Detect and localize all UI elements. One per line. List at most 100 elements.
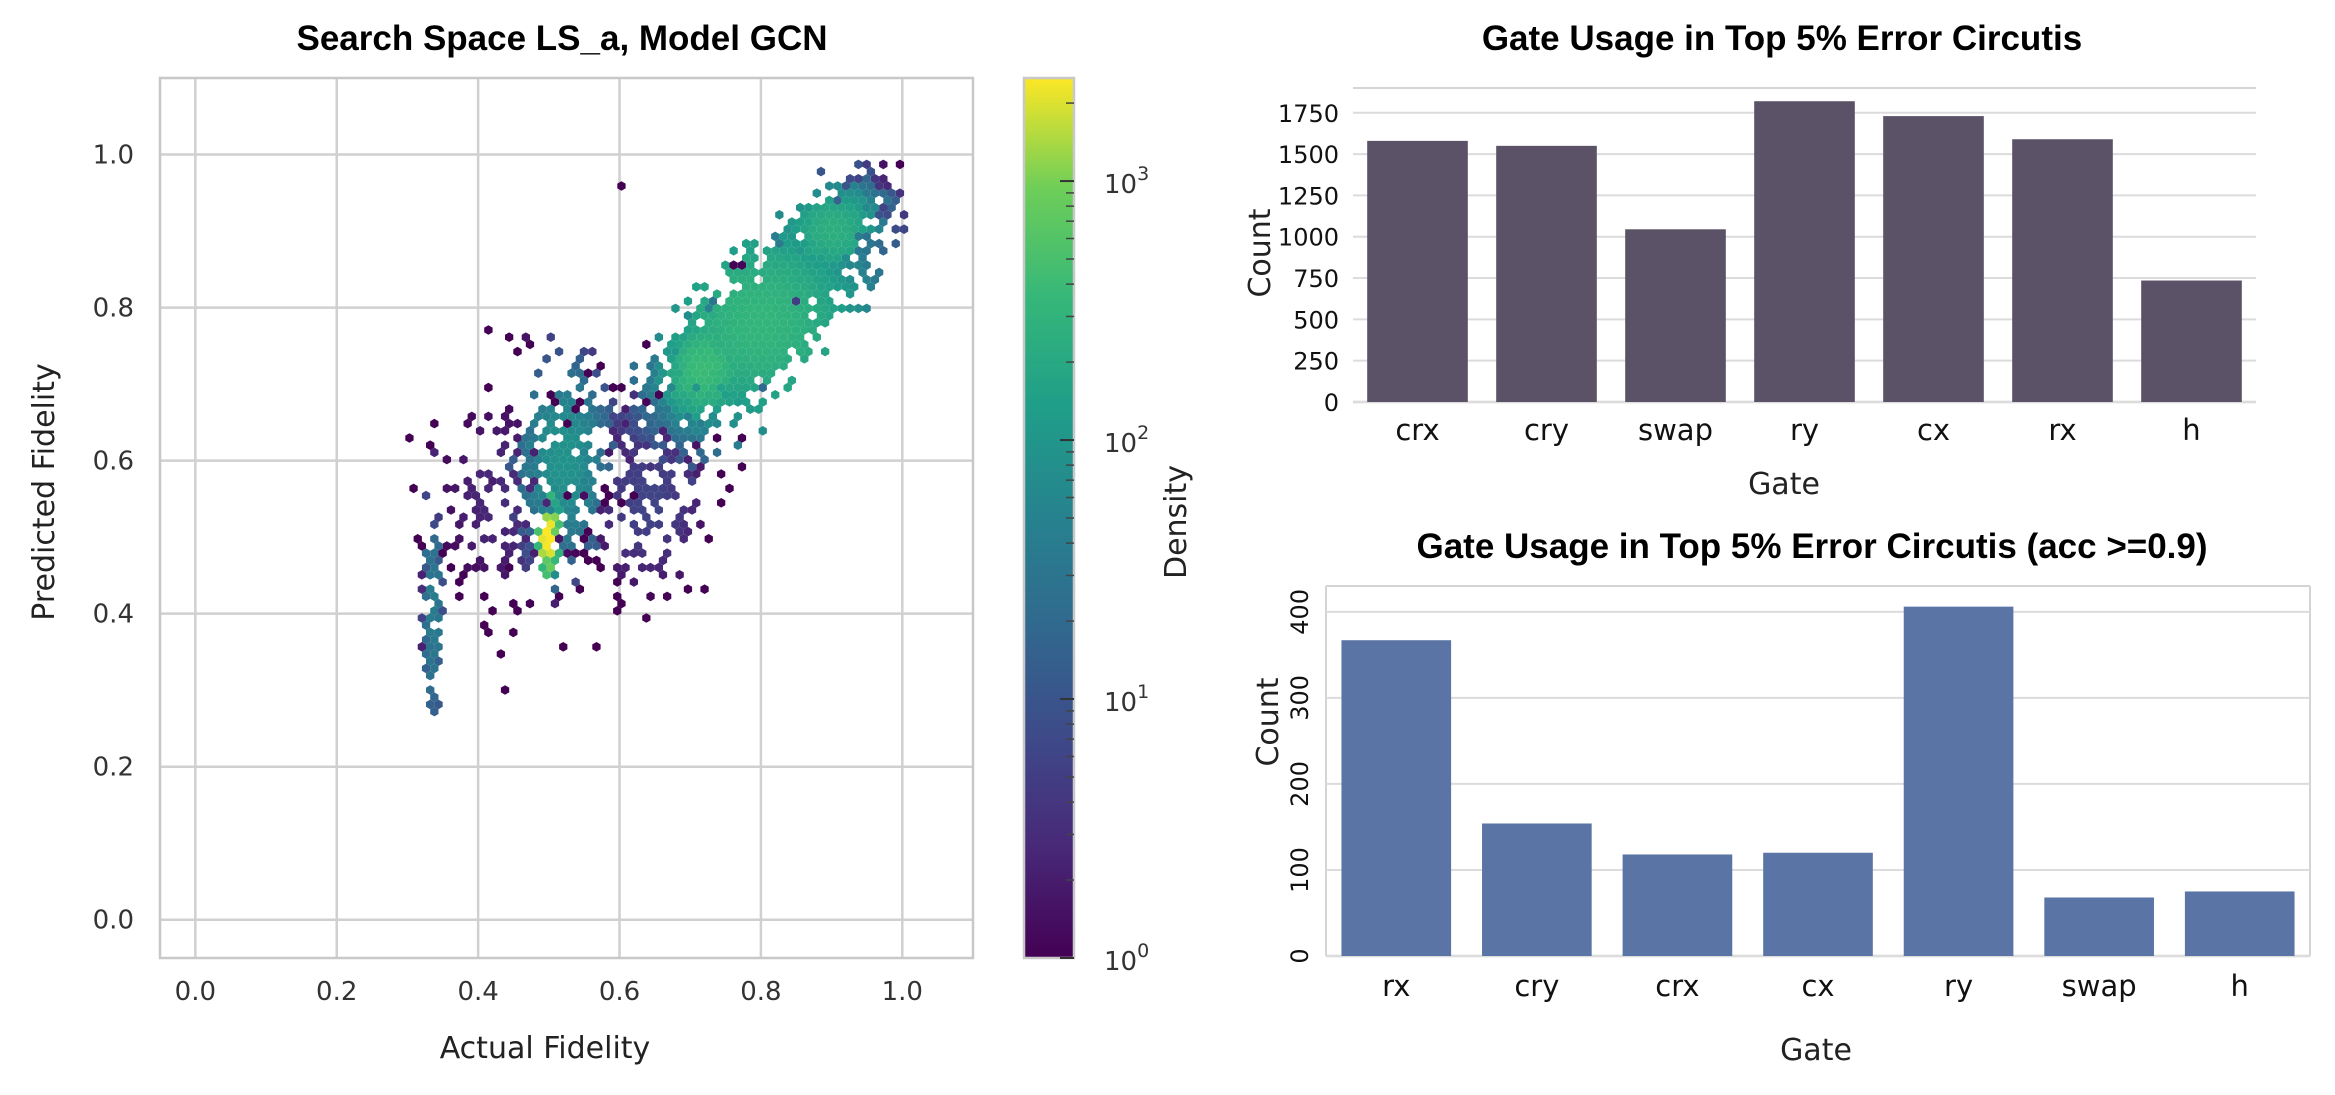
hexbin-cell bbox=[845, 274, 855, 285]
hexbin-cell bbox=[496, 447, 505, 458]
hexbin-cell bbox=[683, 584, 693, 594]
hexbin-cell bbox=[808, 238, 817, 249]
hexbin-cell bbox=[650, 354, 659, 364]
hexbin-cell bbox=[658, 368, 668, 378]
bar-top-x-axis-label: Gate bbox=[1748, 467, 1820, 502]
hexbin-cell bbox=[700, 382, 709, 393]
hexbin-cell bbox=[608, 440, 618, 450]
hexbin-cell bbox=[517, 526, 526, 537]
hexbin-cell bbox=[513, 519, 522, 530]
hexbin-cell bbox=[796, 303, 805, 314]
hexbin-cell bbox=[742, 282, 751, 292]
hexbin-cell bbox=[604, 447, 614, 458]
hexbin-cell bbox=[712, 375, 722, 386]
bar-x-tick-label: cry bbox=[1514, 969, 1559, 1003]
hexbin-cell bbox=[687, 433, 697, 443]
hexbin-cell bbox=[721, 375, 730, 386]
hexbin-cell bbox=[708, 310, 717, 321]
hexbin-cell bbox=[775, 339, 784, 350]
colorbar-tick-label: 102 bbox=[1104, 422, 1149, 459]
hexbin-cell bbox=[717, 397, 726, 407]
hexbin-cell bbox=[712, 303, 722, 314]
hexbin-cell bbox=[687, 332, 697, 342]
hexbin-cell bbox=[808, 224, 817, 234]
hexbin-cell bbox=[837, 217, 846, 227]
hexbin-cell bbox=[737, 289, 747, 299]
hexbin-cell bbox=[750, 354, 759, 364]
hexbin-cell bbox=[725, 354, 734, 364]
hexbin-cell bbox=[692, 440, 701, 450]
hexbin-cell bbox=[804, 318, 813, 328]
hexbin-cell bbox=[475, 426, 485, 436]
hexbin-cell bbox=[430, 562, 439, 573]
hexbin-cell bbox=[426, 627, 435, 638]
hexbin-cell bbox=[775, 282, 784, 292]
hexbin-cell bbox=[717, 368, 726, 378]
hexbin-cell bbox=[658, 411, 668, 422]
hexbin-cell bbox=[791, 296, 801, 306]
hexbin-cell bbox=[725, 483, 734, 494]
hexbin-cell bbox=[596, 418, 605, 429]
hexbin-cell bbox=[663, 390, 672, 400]
hexbin-cell bbox=[617, 181, 626, 191]
hexbin-cell bbox=[717, 354, 726, 364]
hexbin-cell bbox=[650, 368, 659, 378]
hexbin-cell bbox=[816, 253, 826, 263]
hexbin-cell bbox=[700, 397, 709, 407]
hexbin-cell bbox=[571, 361, 580, 371]
hexbin-cell bbox=[646, 591, 655, 602]
hexbin-cell bbox=[496, 476, 505, 486]
hexbin-cell bbox=[417, 613, 426, 623]
hexbin-cell bbox=[692, 339, 701, 350]
hexbin-cell bbox=[467, 541, 476, 551]
hexbin-cell bbox=[654, 404, 663, 414]
hexbin-cell bbox=[521, 534, 530, 544]
hexbin-cell bbox=[629, 390, 638, 400]
hexbin-cell bbox=[480, 534, 489, 544]
bar-cx bbox=[1883, 116, 1984, 403]
hexbin-cell bbox=[895, 188, 905, 198]
hexbin-cell bbox=[787, 217, 796, 227]
hexbin-cell bbox=[821, 346, 830, 357]
hexbin-cell bbox=[530, 505, 539, 515]
hexbin-cell bbox=[671, 303, 680, 314]
bar-y-tick-label: 400 bbox=[1286, 589, 1314, 635]
hexbin-cell bbox=[696, 433, 705, 443]
hexbin-cell bbox=[575, 440, 584, 450]
hexbin-cell bbox=[617, 498, 626, 508]
hexbin-cell bbox=[567, 411, 576, 422]
hexbin-cell bbox=[829, 231, 838, 242]
hexbin-cell bbox=[683, 310, 693, 321]
hexbin-cell bbox=[554, 505, 564, 515]
hexbin-cell bbox=[679, 447, 688, 458]
hexbin-cell bbox=[642, 526, 651, 537]
hexbin-cell bbox=[733, 382, 742, 393]
hexbin-cell bbox=[642, 440, 651, 450]
hexbin-cell bbox=[883, 195, 892, 206]
hexbin-cell bbox=[737, 462, 747, 472]
hexbin-cell bbox=[604, 490, 614, 501]
hexbin-cell bbox=[671, 375, 680, 386]
hexbin-cell bbox=[442, 541, 451, 551]
hexbin-cell bbox=[492, 426, 501, 436]
hexbin-cell bbox=[787, 375, 796, 386]
hexbin-cell bbox=[559, 483, 568, 494]
hexbin-cell bbox=[679, 433, 688, 443]
bar-x-tick-label: swap bbox=[1638, 413, 1713, 447]
hexbin-cell bbox=[430, 447, 439, 458]
hexbin-cell bbox=[567, 512, 576, 522]
hexbin-cell bbox=[804, 246, 813, 256]
hexbin-cell bbox=[500, 426, 510, 436]
hexbin-cell bbox=[646, 490, 655, 501]
hexbin-cell bbox=[617, 382, 626, 393]
hexbin-cell bbox=[754, 289, 763, 299]
hexbin-cell bbox=[421, 620, 431, 630]
hexbin-cell bbox=[700, 282, 709, 292]
hexbin-cell bbox=[629, 462, 638, 472]
hexbin-cell bbox=[617, 483, 626, 494]
hexbin-cell bbox=[567, 555, 576, 566]
hexbin-cell bbox=[559, 397, 568, 407]
colorbar-ticks: 100 101 102 103 bbox=[1060, 102, 1149, 977]
hexbin-cell bbox=[455, 577, 464, 587]
hexbin-cell bbox=[567, 526, 576, 537]
